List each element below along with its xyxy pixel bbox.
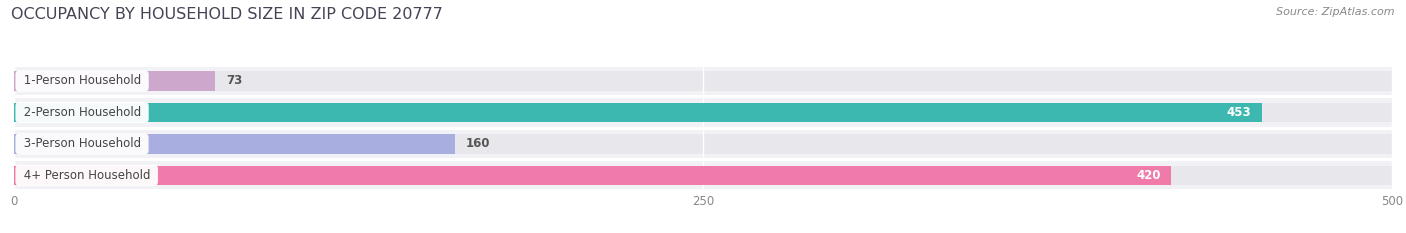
Bar: [14, 166, 1171, 185]
Bar: [14, 103, 1263, 122]
Text: 3-Person Household: 3-Person Household: [20, 137, 145, 150]
Bar: [14, 71, 215, 91]
Text: Source: ZipAtlas.com: Source: ZipAtlas.com: [1277, 7, 1395, 17]
Text: 1-Person Household: 1-Person Household: [20, 75, 145, 87]
Bar: [14, 134, 456, 154]
Bar: [14, 103, 1392, 122]
Text: 4+ Person Household: 4+ Person Household: [20, 169, 153, 182]
Bar: [14, 166, 1392, 185]
Bar: [14, 98, 1392, 127]
Bar: [14, 67, 1392, 95]
Text: 160: 160: [465, 137, 491, 150]
Bar: [14, 130, 1392, 158]
Bar: [14, 71, 1392, 91]
Text: 2-Person Household: 2-Person Household: [20, 106, 145, 119]
Bar: [14, 161, 1392, 189]
Text: 420: 420: [1136, 169, 1160, 182]
Text: 453: 453: [1227, 106, 1251, 119]
Text: 73: 73: [226, 75, 242, 87]
Text: OCCUPANCY BY HOUSEHOLD SIZE IN ZIP CODE 20777: OCCUPANCY BY HOUSEHOLD SIZE IN ZIP CODE …: [11, 7, 443, 22]
Bar: [14, 134, 1392, 154]
